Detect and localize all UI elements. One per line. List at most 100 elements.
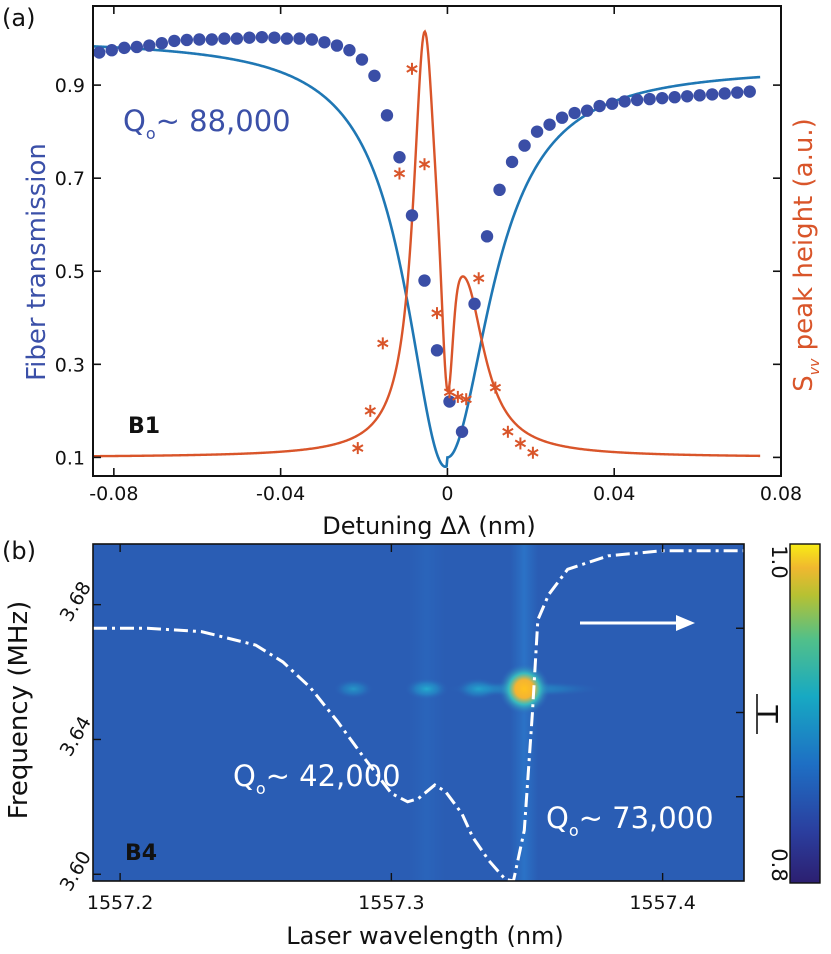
x-tick-label: 0.08 (760, 483, 802, 505)
heatmap-area (93, 544, 744, 881)
asterisk-stroke (406, 64, 418, 73)
transmission-point (405, 209, 419, 222)
transmission-point (155, 37, 168, 50)
colorbar-gradient (789, 543, 821, 884)
heatmap-resonance-spots (333, 662, 605, 715)
panel-a-x-axis-label: Detuning Δλ (nm) (322, 512, 535, 540)
noise-asterisk-point (431, 307, 443, 320)
asterisk-stroke (352, 444, 364, 452)
transmission-point (668, 91, 681, 104)
panel-a-ticks: -0.08 -0.04 0 0.04 0.08 0.1 0.3 0.5 0.7 0.9 (55, 6, 802, 505)
transmission-point (543, 118, 556, 131)
transmission-point (218, 32, 231, 45)
y-tick-label: 0.1 (55, 447, 85, 469)
transmission-point (280, 32, 294, 45)
asterisk-stroke (452, 393, 464, 401)
asterisk-stroke (393, 169, 406, 178)
transmission-point (330, 39, 344, 52)
noise-asterisk-point (406, 62, 418, 75)
noise-asterisk-point (460, 393, 472, 406)
transmission-point (430, 344, 444, 357)
transmission-point (706, 88, 719, 101)
transmission-point (418, 274, 431, 287)
transmission-point (468, 297, 481, 311)
y-tick-label: 3.64 (56, 713, 96, 761)
asterisk-stroke (460, 395, 472, 404)
resonance-spot (333, 678, 374, 699)
noise-asterisk-point (514, 437, 527, 450)
transmission-point (630, 93, 644, 107)
q-annotation-b-right: Qo~ 73,000 (546, 801, 714, 840)
noise-asterisk-point (489, 381, 502, 394)
transmission-point (743, 85, 756, 98)
transmission-point (105, 44, 118, 57)
resonance-spot (498, 662, 551, 715)
transmission-point (393, 151, 406, 164)
transmission-point (593, 99, 606, 113)
asterisk-stroke (514, 439, 527, 448)
transmission-point (305, 33, 319, 46)
transmission-point (255, 30, 269, 44)
q-annotation-a: Qo~ 88,000 (123, 104, 291, 143)
transmission-point (205, 33, 219, 46)
transmission-trace (93, 549, 744, 881)
transmission-point (530, 125, 544, 138)
transmission-point (493, 183, 506, 197)
x-tick-label: 1557.4 (629, 892, 695, 914)
colorbar-max-label: 1.0 (767, 545, 791, 578)
transmission-point (318, 36, 331, 49)
transmission-point (505, 155, 519, 169)
sample-label-b1: B1 (128, 414, 160, 439)
transmission-fit-curve (93, 45, 761, 468)
transmission-point (443, 395, 456, 408)
asterisk-stroke (489, 383, 502, 392)
noise-asterisk-point (418, 158, 431, 171)
asterisk-stroke (418, 160, 431, 169)
transmission-point (130, 40, 143, 54)
resonance-stripe-faint (408, 544, 445, 881)
transmission-point (180, 33, 194, 47)
transmission-point (568, 106, 581, 120)
transmission-point (118, 41, 131, 55)
transmission-point (93, 46, 106, 59)
transmission-point (655, 91, 669, 105)
transmission-point (555, 111, 569, 124)
panel-b-x-axis-label: Laser wavelength (nm) (286, 922, 564, 950)
resonance-spot (404, 677, 450, 701)
transmission-point (168, 34, 181, 48)
noise-asterisk-point (393, 167, 406, 180)
transmission-point (293, 32, 306, 45)
asterisk-stroke (473, 274, 485, 283)
transmission-point (518, 139, 531, 152)
transmission-point (618, 95, 631, 108)
x-tick-label: 0 (441, 483, 453, 505)
panel-a: (a) -0.08 -0.04 0 0.04 0.08 0.1 0.3 0.5 0.7 0.9 Q… (2, 4, 823, 540)
asterisk-stroke (527, 448, 539, 457)
transmission-point (380, 109, 394, 122)
x-tick-label: -0.04 (256, 483, 305, 505)
noise-fit-curve (93, 29, 761, 458)
transmission-point (268, 31, 281, 44)
x-tick-label: 0.04 (593, 483, 635, 505)
panel-a-data-points (93, 30, 756, 459)
colorbar: 1.0 0.8 T (751, 543, 821, 884)
panel-a-frame (92, 5, 782, 477)
transmission-point (480, 230, 494, 243)
transmission-point (193, 33, 206, 46)
noise-asterisk-point (364, 404, 376, 417)
transmission-point (605, 97, 619, 110)
panel-a-y-axis-label-right: Svv peak height (a.u.) (789, 118, 823, 391)
panel-a-y-axis-label-left: Fiber transmission (22, 143, 52, 381)
asterisk-stroke (431, 309, 443, 317)
panel-b-y-axis-label: Frequency (MHz) (4, 601, 34, 820)
noise-asterisk-point (377, 337, 389, 350)
q-annotation-b-left: Qo~ 42,000 (233, 759, 401, 798)
transmission-point (718, 87, 731, 100)
right-axis-arrow-icon (676, 615, 695, 631)
panel-a-label: (a) (2, 4, 35, 32)
transmission-point (731, 86, 744, 99)
sample-label-b4: B4 (125, 841, 157, 866)
x-tick-label: 1557.3 (358, 892, 424, 914)
noise-asterisk-point (473, 272, 485, 285)
